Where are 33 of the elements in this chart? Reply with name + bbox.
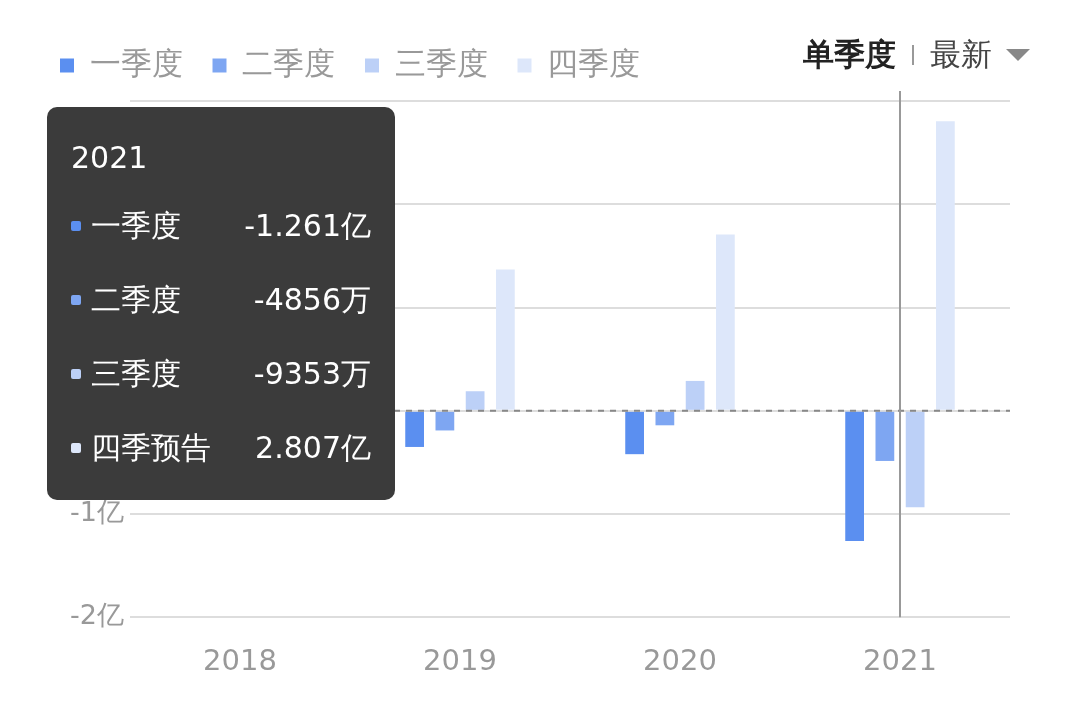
y-tick-label: -2亿	[70, 599, 124, 631]
bar	[625, 411, 644, 455]
bar	[875, 411, 895, 461]
x-tick-label: 2021	[863, 643, 937, 678]
legend-label: 二季度	[242, 44, 335, 81]
y-tick-label: -1亿	[70, 496, 124, 528]
bar	[905, 411, 925, 508]
annotation: 二季度	[91, 280, 182, 319]
bar	[465, 391, 485, 410]
bar	[936, 121, 955, 410]
annotation: 四季预告	[91, 428, 212, 467]
annotation: 2021	[71, 138, 149, 177]
bar	[655, 411, 675, 426]
text: 单季度	[803, 35, 896, 74]
bar	[685, 380, 705, 410]
annotation: -1.261亿	[244, 206, 371, 245]
legend-label: 三季度	[394, 44, 488, 81]
annotation: 一季度	[91, 206, 182, 245]
x-tick-label: 2018	[203, 643, 277, 678]
x-tick-label: 2019	[423, 643, 497, 678]
annotation: -9353万	[253, 354, 371, 393]
annotation: -4856万	[253, 280, 371, 319]
x-tick-label: 2020	[643, 643, 717, 678]
legend-label: 一季度	[89, 44, 183, 81]
bar	[716, 234, 735, 410]
bar	[496, 269, 515, 410]
bar	[845, 411, 864, 541]
annotation: 三季度	[91, 354, 182, 393]
bar	[405, 411, 424, 447]
bar	[435, 411, 455, 431]
text: 最新	[930, 35, 992, 74]
annotation: 2.807亿	[255, 428, 371, 467]
legend-label: 四季度	[547, 44, 640, 81]
